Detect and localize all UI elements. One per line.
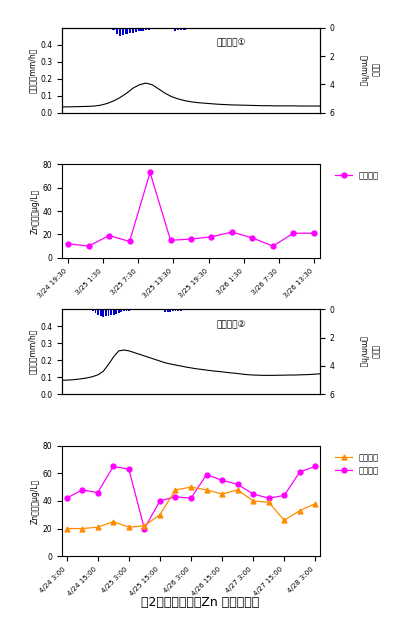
Y-axis label: 流出高（mm/h）: 流出高（mm/h） — [28, 329, 37, 375]
Bar — [105, 309, 107, 316]
Legend: 流入地点, 流出地点: 流入地点, 流出地点 — [332, 450, 382, 479]
Bar — [133, 309, 135, 310]
Bar — [126, 309, 128, 311]
Bar — [110, 309, 112, 315]
Bar — [122, 28, 124, 35]
Text: 図2　降雨期間のZn 濃度の変化: 図2 降雨期間のZn 濃度の変化 — [141, 596, 259, 609]
Bar — [136, 309, 138, 310]
Bar — [180, 309, 182, 311]
Y-axis label: 降雨量
（mm/h）: 降雨量 （mm/h） — [360, 54, 379, 86]
Bar — [154, 28, 157, 29]
Bar — [102, 309, 104, 316]
Bar — [116, 28, 118, 34]
Bar — [148, 28, 150, 30]
Bar — [131, 309, 132, 310]
Bar — [135, 28, 137, 32]
Bar — [128, 309, 130, 311]
Legend: 流出地点: 流出地点 — [332, 169, 382, 184]
Bar — [177, 309, 179, 311]
Y-axis label: Zn濃度（μg/L）: Zn濃度（μg/L） — [31, 188, 40, 234]
Bar — [123, 309, 125, 311]
Text: 降雨期間①: 降雨期間① — [217, 38, 246, 47]
Bar — [115, 309, 117, 314]
Bar — [128, 28, 131, 33]
Y-axis label: 降雨量
（mm/h）: 降雨量 （mm/h） — [360, 336, 379, 368]
Bar — [119, 28, 121, 36]
Bar — [180, 28, 182, 30]
Bar — [184, 28, 186, 30]
Bar — [174, 28, 176, 31]
Bar — [172, 309, 174, 311]
Bar — [170, 309, 171, 311]
Bar — [164, 309, 166, 311]
Bar — [177, 28, 179, 30]
Bar — [108, 309, 109, 316]
Bar — [125, 28, 128, 34]
Bar — [95, 309, 96, 313]
Bar — [112, 28, 115, 30]
Bar — [113, 309, 114, 315]
Bar — [118, 309, 120, 313]
Bar — [97, 309, 99, 315]
Bar — [132, 28, 134, 33]
Bar — [138, 28, 140, 32]
Y-axis label: 流出高（mm/h）: 流出高（mm/h） — [28, 48, 37, 93]
Text: 降雨期間②: 降雨期間② — [217, 320, 246, 328]
Y-axis label: Zn濃度（μg/L）: Zn濃度（μg/L） — [31, 478, 40, 523]
Bar — [151, 28, 154, 29]
Bar — [175, 309, 176, 311]
Bar — [142, 28, 144, 31]
Bar — [100, 309, 102, 316]
Bar — [145, 28, 147, 30]
Bar — [120, 309, 122, 312]
Bar — [167, 309, 169, 312]
Bar — [92, 309, 94, 311]
